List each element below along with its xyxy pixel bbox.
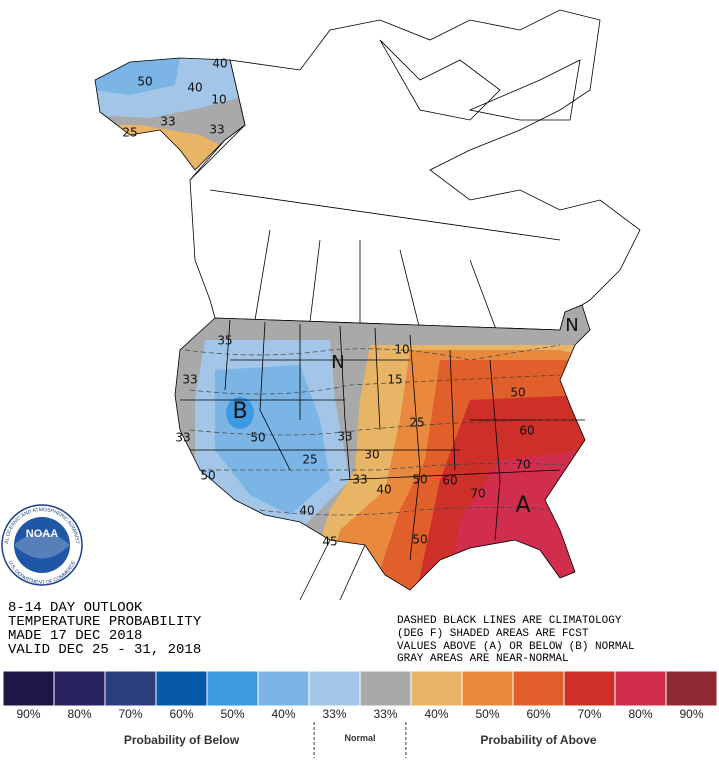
legend-label: 70% (577, 707, 601, 721)
legend-label: 40% (271, 707, 295, 721)
contour-label: 50 (510, 386, 525, 400)
noaa-logo: NOAA NATIONAL OCEANIC AND ATMOSPHERIC AD… (0, 0, 83, 586)
map-labels: 50 40 10 40 25 33 33 35 33 33 50 B 50 33… (122, 57, 578, 549)
logo-name: NOAA (26, 528, 58, 540)
contour-label: 10 (394, 343, 409, 357)
legend-label: 33% (322, 707, 346, 721)
legend-swatch (665, 670, 718, 707)
contour-label: 25 (302, 453, 317, 467)
contour-label: 33 (175, 431, 190, 445)
legend-swatch (461, 670, 514, 707)
below-marker: B (232, 399, 247, 424)
legend-label: 90% (679, 707, 703, 721)
title-line: VALID DEC 25 - 31, 2018 (8, 642, 201, 658)
contour-label: 33 (352, 473, 367, 487)
legend-group: Probability of Above (480, 733, 597, 747)
note-line: VALUES ABOVE (A) OR BELOW (B) NORMAL (397, 641, 635, 653)
contour-label: 33 (337, 430, 352, 444)
contour-label: 40 (376, 483, 391, 497)
legend-swatch (563, 670, 616, 707)
us-shading (175, 305, 590, 590)
note-line: DASHED BLACK LINES ARE CLIMATOLOGY (397, 615, 622, 627)
legend-swatch (410, 670, 463, 707)
title-line: TEMPERATURE PROBABILITY (8, 614, 202, 630)
legend-swatch (53, 670, 106, 707)
alaska-outline (94, 57, 246, 171)
contour-label: 40 (212, 57, 227, 71)
legend-swatch (257, 670, 310, 707)
climatology-lines (184, 344, 576, 516)
contour-label: 15 (387, 373, 402, 387)
title-block: 8-14 DAY OUTLOOK TEMPERATURE PROBABILITY… (8, 600, 202, 658)
contour-label: 33 (182, 373, 197, 387)
contour-label: 25 (409, 416, 424, 430)
legend-swatch (512, 670, 565, 707)
contour-label: 35 (217, 334, 232, 348)
normal-marker: N (565, 315, 578, 336)
legend-swatch (359, 670, 412, 707)
legend-label: 60% (169, 707, 193, 721)
contour-label: 33 (209, 123, 224, 137)
contour-label: 50 (200, 469, 215, 483)
contour-label: 33 (160, 115, 175, 129)
legend-label: 60% (526, 707, 550, 721)
contour-label: 50 (412, 473, 427, 487)
legend-label: 90% (16, 707, 40, 721)
contour-label: 25 (122, 126, 137, 140)
legend-group: Normal (344, 733, 375, 743)
legend: 90% 80% 70% 60% 50% 40% 33% 33% 40% 50% 60% 70% 80% 9… (2, 670, 718, 758)
legend-swatch (104, 670, 157, 707)
logo-ring-top: NATIONAL OCEANIC AND ATMOSPHERIC ADMINIS… (0, 0, 80, 544)
legend-label: 50% (220, 707, 244, 721)
contour-label: 40 (187, 81, 202, 95)
logo-ring-text: NATIONAL OCEANIC AND ATMOSPHERIC ADMINIS… (0, 0, 80, 544)
contour-label: 70 (470, 487, 485, 501)
legend-group: Probability of Below (124, 733, 240, 747)
legend-label: 40% (424, 707, 448, 721)
legend-swatch (614, 670, 667, 707)
title-line: MADE 17 DEC 2018 (8, 628, 142, 644)
contour-label: 50 (412, 533, 427, 547)
legend-label: 80% (628, 707, 652, 721)
normal-marker: N (331, 352, 344, 373)
legend-swatch (2, 670, 55, 707)
canada-outline (189, 9, 641, 341)
legend-swatch (155, 670, 208, 707)
contour-label: 70 (515, 458, 530, 472)
legend-label: 33% (373, 707, 397, 721)
legend-label: 70% (118, 707, 142, 721)
us-borders (174, 304, 591, 601)
contour-label: 40 (299, 504, 314, 518)
contour-label: 50 (137, 75, 152, 89)
legend-label: 50% (475, 707, 499, 721)
notes-block: DASHED BLACK LINES ARE CLIMATOLOGY (DEG … (397, 615, 635, 665)
contour-label: 60 (442, 474, 457, 488)
contour-label: 10 (211, 93, 226, 107)
title-line: 8-14 DAY OUTLOOK (8, 600, 143, 616)
note-line: GRAY AREAS ARE NEAR-NORMAL (397, 653, 569, 665)
legend-swatch (206, 670, 259, 707)
above-marker: A (515, 493, 530, 518)
legend-swatch (308, 670, 361, 707)
legend-label: 80% (67, 707, 91, 721)
contour-label: 45 (322, 535, 337, 549)
contour-label: 30 (364, 448, 379, 462)
note-line: (DEG F) SHADED AREAS ARE FCST (397, 628, 589, 640)
contour-label: 60 (519, 424, 534, 438)
contour-label: 50 (250, 431, 265, 445)
